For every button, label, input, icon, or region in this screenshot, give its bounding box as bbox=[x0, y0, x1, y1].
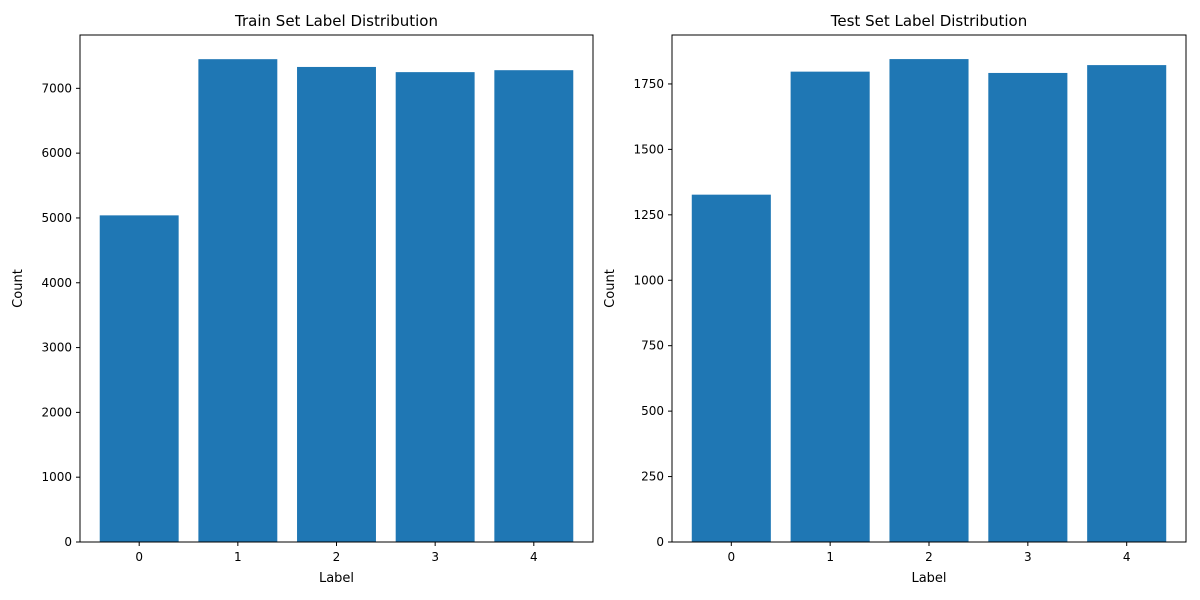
x-tick-label: 0 bbox=[727, 550, 735, 564]
x-tick-label: 2 bbox=[333, 550, 341, 564]
y-axis-label: Count bbox=[11, 269, 26, 308]
x-tick-label: 3 bbox=[431, 550, 439, 564]
y-tick-label: 750 bbox=[641, 339, 664, 353]
x-tick-label: 1 bbox=[234, 550, 242, 564]
bar bbox=[395, 72, 475, 542]
y-tick-label: 1750 bbox=[633, 77, 664, 91]
bar bbox=[988, 72, 1068, 543]
bar bbox=[691, 194, 771, 542]
x-tick-label: 2 bbox=[925, 550, 933, 564]
test-chart: Test Set Label Distribution Label Count … bbox=[603, 12, 1187, 586]
y-tick-label: 6000 bbox=[41, 146, 72, 160]
y-tick-label: 0 bbox=[64, 535, 72, 549]
y-tick-label: 250 bbox=[641, 470, 664, 484]
y-tick-label: 5000 bbox=[41, 211, 72, 225]
y-tick-label: 2000 bbox=[41, 405, 72, 419]
y-tick-label: 4000 bbox=[41, 276, 72, 290]
y-axis-label: Count bbox=[603, 269, 618, 308]
x-tick-label: 4 bbox=[530, 550, 538, 564]
train-chart: Train Set Label Distribution Label Count… bbox=[11, 12, 594, 586]
bar bbox=[1087, 65, 1167, 542]
bar bbox=[99, 215, 179, 542]
x-tick-label: 3 bbox=[1024, 550, 1032, 564]
x-axis-label: Label bbox=[319, 571, 354, 586]
x-axis-label: Label bbox=[911, 571, 946, 586]
x-tick-label: 4 bbox=[1123, 550, 1131, 564]
chart-title: Test Set Label Distribution bbox=[830, 12, 1027, 30]
bar bbox=[790, 71, 870, 543]
y-tick-label: 0 bbox=[656, 535, 664, 549]
bar bbox=[198, 59, 278, 543]
y-tick-label: 7000 bbox=[41, 81, 72, 95]
y-tick-label: 1000 bbox=[41, 470, 72, 484]
y-tick-label: 1000 bbox=[633, 273, 664, 287]
y-tick-label: 1250 bbox=[633, 208, 664, 222]
bar bbox=[297, 66, 376, 543]
x-tick-label: 0 bbox=[135, 550, 143, 564]
chart-title: Train Set Label Distribution bbox=[234, 12, 438, 30]
y-tick-label: 3000 bbox=[41, 341, 72, 355]
x-tick-label: 1 bbox=[826, 550, 834, 564]
y-tick-label: 1500 bbox=[633, 142, 664, 156]
bar bbox=[889, 59, 969, 542]
bar bbox=[494, 70, 574, 543]
y-tick-label: 500 bbox=[641, 404, 664, 418]
